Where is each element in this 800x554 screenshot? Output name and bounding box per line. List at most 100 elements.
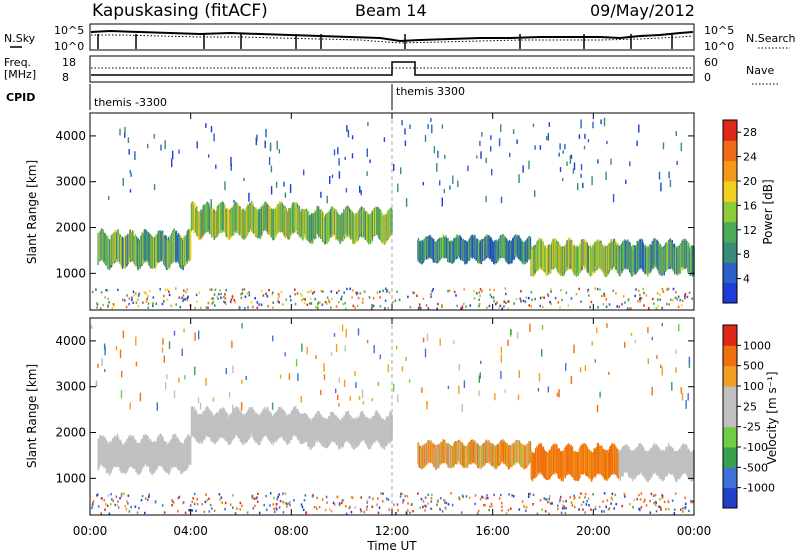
scatter-cell	[97, 493, 99, 496]
scatter-cell	[641, 297, 643, 300]
speckle-cell	[230, 156, 232, 166]
speckle-cell	[518, 370, 520, 378]
scatter-cell	[263, 503, 265, 507]
power-panel: 1000 2000 3000 4000 Slant Range [km] 4 8 12 16…	[25, 112, 775, 311]
scatter-cell	[594, 287, 596, 290]
scatter-cell	[602, 500, 604, 503]
colorbar-swatch	[723, 140, 737, 162]
speckle-cell	[485, 195, 487, 203]
scatter-cell	[560, 289, 562, 292]
speckle-cell	[130, 172, 132, 177]
scatter-cell	[247, 306, 249, 309]
scatter-cell	[360, 510, 363, 513]
scatter-cell	[209, 288, 211, 291]
speckle-cell	[584, 365, 587, 371]
speckle-cell	[591, 341, 593, 346]
speckle-cell	[295, 359, 298, 367]
scatter-cell	[582, 500, 585, 504]
scatter-cell	[92, 500, 95, 503]
scatter-cell	[321, 498, 324, 501]
scatter-cell	[493, 493, 495, 496]
scatter-cell	[216, 295, 218, 299]
speckle-cell	[128, 148, 130, 155]
scatter-cell	[126, 294, 128, 297]
scatter-cell	[424, 509, 426, 512]
speckle-cell	[335, 388, 337, 394]
scatter-cell	[207, 306, 209, 309]
scatter-cell	[278, 493, 280, 496]
speckle-cell	[541, 349, 543, 357]
scatter-cell	[608, 303, 611, 306]
scatter-cell	[430, 500, 433, 503]
scatter-cell	[266, 294, 269, 298]
speckle-cell	[479, 140, 481, 147]
scatter-cell	[652, 297, 654, 301]
scatter-cell	[644, 498, 646, 501]
scatter-cell	[302, 297, 305, 300]
scatter-cell	[613, 507, 615, 510]
scatter-cell	[355, 291, 357, 294]
scatter-cell	[667, 287, 670, 291]
scatter-cell	[661, 288, 664, 291]
scatter-cell	[655, 307, 658, 310]
speckle-cell	[580, 119, 582, 129]
speckle-cell	[634, 339, 636, 344]
scatter-cell	[105, 503, 107, 506]
scatter-cell	[385, 290, 388, 293]
speckle-cell	[101, 358, 103, 366]
scatter-cell	[283, 502, 285, 505]
scatter-cell	[444, 501, 446, 504]
scatter-cell	[223, 295, 225, 299]
scatter-cell	[240, 296, 243, 300]
scatter-cell	[571, 504, 574, 507]
scatter-cell	[654, 494, 657, 497]
scatter-cell	[301, 294, 303, 297]
speckle-cell	[651, 336, 653, 341]
scatter-cell	[91, 290, 94, 294]
scatter-cell	[224, 297, 227, 300]
scatter-cell	[360, 496, 362, 499]
scatter-cell	[430, 497, 433, 500]
scatter-cell	[684, 496, 686, 500]
speckle-cell	[687, 393, 689, 401]
scatter-cell	[659, 498, 661, 501]
scatter-cell	[469, 496, 471, 499]
scatter-cell	[616, 305, 618, 308]
scatter-cell	[184, 298, 187, 301]
speckle-cell	[387, 364, 389, 373]
speckle-cell	[500, 196, 503, 204]
scatter-cell	[203, 510, 206, 514]
scatter-cell	[671, 499, 674, 502]
scatter-cell	[548, 495, 551, 498]
scatter-cell	[316, 507, 318, 511]
scatter-cell	[465, 495, 468, 498]
scatter-cell	[388, 291, 391, 294]
speckle-cell	[539, 145, 542, 150]
scatter-cell	[621, 504, 623, 508]
scatter-cell	[667, 499, 670, 502]
scatter-cell	[402, 498, 405, 502]
scatter-cell	[275, 506, 277, 510]
speckle-cell	[500, 346, 503, 354]
speckle-cell	[134, 151, 136, 160]
scatter-cell	[208, 510, 211, 513]
scatter-cell	[191, 500, 193, 504]
scatter-cell	[315, 505, 317, 509]
scatter-cell	[182, 298, 185, 301]
velocity-ylabel: Slant Range [km]	[25, 364, 39, 468]
speckle-cell	[104, 369, 106, 373]
speckle-cell	[630, 332, 633, 336]
scatter-cell	[406, 495, 409, 498]
scatter-cell	[400, 492, 402, 495]
scatter-cell	[355, 292, 358, 296]
scatter-cell	[269, 504, 271, 507]
scatter-cell	[144, 497, 147, 500]
data-band	[97, 228, 192, 271]
scatter-cell	[649, 511, 652, 514]
speckle-cell	[173, 330, 176, 336]
scatter-cell	[578, 287, 580, 291]
scatter-cell	[672, 299, 674, 302]
scatter-cell	[382, 289, 384, 292]
scatter-cell	[639, 498, 642, 501]
